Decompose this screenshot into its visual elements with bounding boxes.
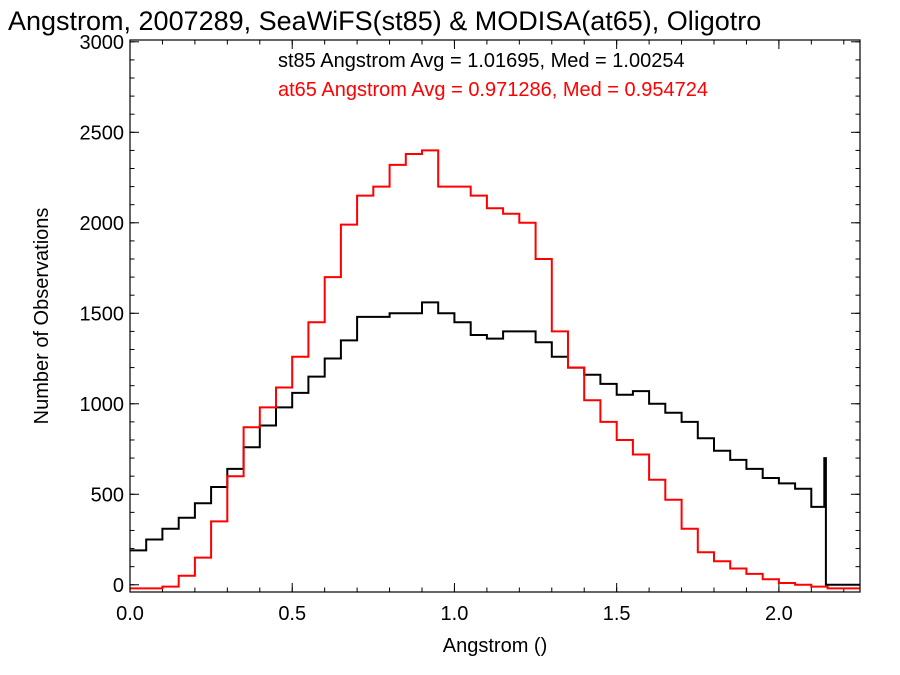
x-tick-label: 0.0 [116,603,144,625]
y-tick-label: 500 [91,484,124,506]
x-tick-label: 1.0 [441,603,469,625]
y-tick-labels: 0 500 1000 1500 2000 2500 3000 [80,32,125,597]
st85-stats-annotation: st85 Angstrom Avg = 1.01695, Med = 1.002… [278,50,685,72]
y-tick-label: 1500 [80,303,125,325]
chart-title: Angstrom, 2007289, SeaWiFS(st85) & MODIS… [8,6,761,36]
y-axis-title: Number of Observations [31,208,53,425]
x-tick-label: 1.5 [603,603,631,625]
series-layer [130,149,860,590]
series-line-1 [130,149,860,590]
x-tick-label: 0.5 [278,603,306,625]
at65-stats-annotation: at65 Angstrom Avg = 0.971286, Med = 0.95… [278,79,708,101]
x-axis-title: Angstrom () [443,635,547,657]
y-tick-label: 0 [113,575,124,597]
plot-frame [129,39,861,593]
y-tick-label: 2500 [80,122,125,144]
plot-area [129,39,861,593]
series-line-0 [130,301,860,586]
y-tick-label: 3000 [80,32,125,54]
y-tick-label: 1000 [80,394,125,416]
x-tick-labels: 0.0 0.5 1.0 1.5 2.0 [116,603,793,625]
x-tick-label: 2.0 [765,603,793,625]
y-tick-label: 2000 [80,213,125,235]
